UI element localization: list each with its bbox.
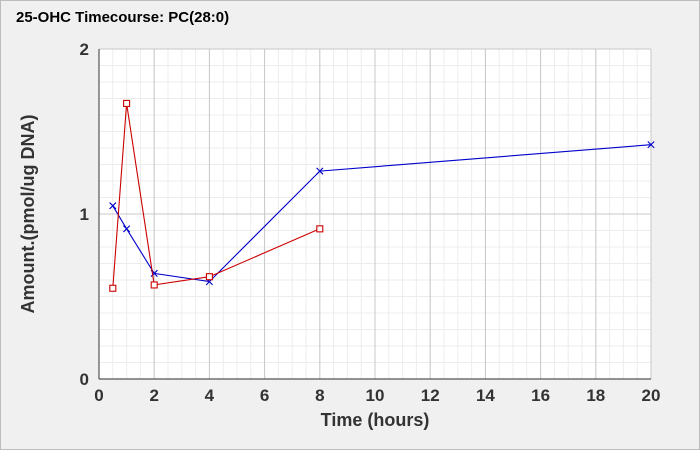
series-layer: [109, 99, 655, 292]
data-point: [109, 284, 117, 292]
y-tick-label: 1: [80, 205, 89, 224]
y-tick-label: 2: [80, 40, 89, 59]
series-1-line: [112, 144, 652, 283]
series-1: [109, 141, 655, 286]
data-point: [123, 225, 131, 233]
x-tick-label: 18: [586, 386, 605, 405]
x-axis-label: Time (hours): [321, 410, 430, 430]
x-tick-labels: 0 2 4 6 8 10 12 14 16 18 20: [94, 386, 660, 405]
y-tick-labels: 0 1 2: [80, 40, 89, 389]
data-point: [316, 167, 324, 175]
series-2: [109, 99, 324, 292]
x-tick-label: 10: [366, 386, 385, 405]
data-point: [316, 225, 324, 233]
x-tick-label: 4: [205, 386, 215, 405]
data-point: [123, 99, 131, 107]
y-tick-label: 0: [80, 370, 89, 389]
data-point: [109, 202, 117, 210]
x-tick-label: 12: [421, 386, 440, 405]
x-tick-label: 6: [260, 386, 269, 405]
data-point: [647, 141, 655, 149]
x-tick-label: 16: [531, 386, 550, 405]
x-tick-label: 2: [149, 386, 158, 405]
data-point: [205, 273, 213, 281]
axes: [98, 49, 651, 380]
data-point: [150, 281, 158, 289]
chart-title: 25-OHC Timecourse: PC(28:0): [16, 9, 230, 26]
x-tick-label: 8: [315, 386, 324, 405]
y-axis-label: Amount.(pmol/ug DNA): [18, 115, 38, 314]
x-tick-label: 0: [94, 386, 103, 405]
x-tick-label: 20: [642, 386, 661, 405]
x-tick-label: 14: [476, 386, 495, 405]
